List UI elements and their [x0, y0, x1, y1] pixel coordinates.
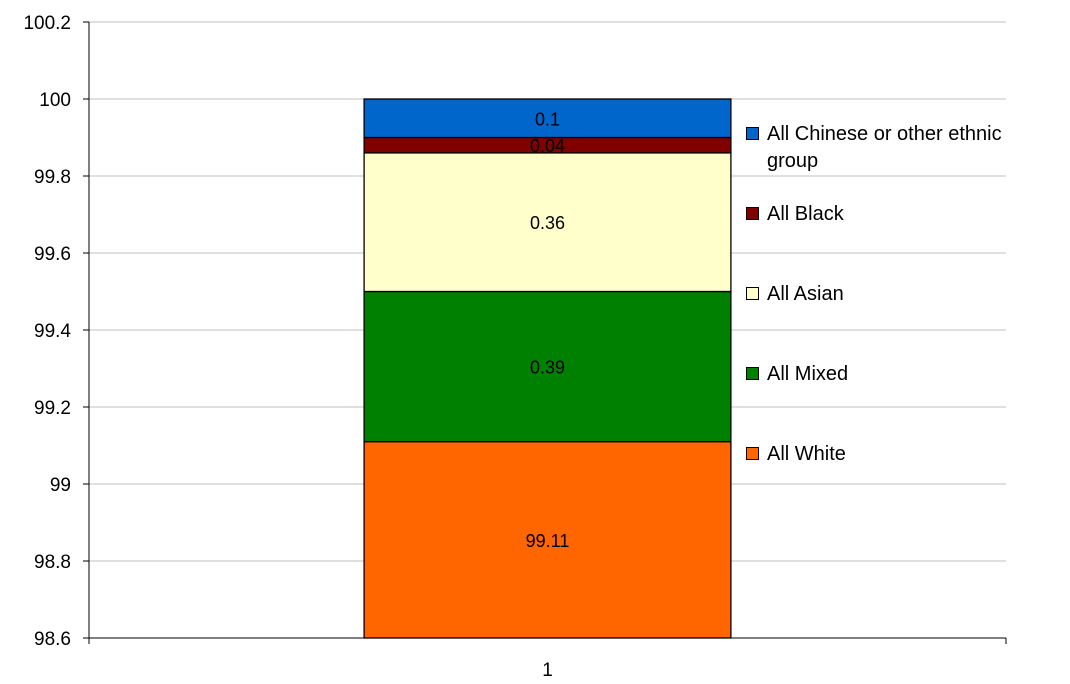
y-tick-labels: 98.6 98.8 99 99.2 99.4 99.6 99.8 100 100.2 [23, 13, 71, 650]
legend-item: All White [746, 441, 1057, 468]
legend-swatch [746, 367, 759, 380]
legend-swatch [746, 207, 759, 220]
data-labels: 99.11 0.39 0.36 0.04 0.1 [526, 109, 570, 551]
bar-segment-all-chinese-or-other-ethnic-group [363, 98, 732, 139]
y-tick-label: 99.8 [34, 167, 71, 188]
legend-label: All Chinese or other ethnic group [767, 123, 1002, 172]
y-tick-label: 99.6 [34, 244, 71, 265]
legend-item: All Chinese or other ethnic group [746, 121, 1057, 175]
data-label: 0.04 [530, 136, 565, 156]
data-label: 0.1 [535, 109, 560, 129]
x-tick-label: 1 [542, 660, 553, 681]
bar-segment-all-white [363, 440, 732, 639]
y-tick-label: 100 [39, 90, 71, 111]
bars [363, 98, 732, 639]
legend-label: All White [767, 443, 846, 465]
legend-item: All Asian [746, 281, 1057, 308]
legend-item: All Black [746, 201, 1057, 228]
y-tick-label: 99.2 [34, 398, 71, 419]
bar-segment-all-asian [363, 152, 732, 293]
axes [83, 21, 1007, 644]
legend-label: All Black [767, 203, 844, 225]
legend-swatch [746, 127, 759, 140]
legend: All Chinese or other ethnic group All Bla… [746, 121, 1066, 481]
y-tick-label: 98.8 [34, 552, 71, 573]
y-tick-label: 98.6 [34, 629, 71, 650]
y-tick-label: 99.4 [34, 321, 71, 342]
legend-label: All Asian [767, 283, 844, 305]
y-tick-label: 99 [50, 475, 71, 496]
data-label: 99.11 [526, 531, 570, 551]
legend-swatch [746, 287, 759, 300]
legend-item: All Mixed [746, 361, 1057, 388]
x-tick-labels: 1 [542, 660, 553, 681]
data-label: 0.36 [530, 213, 565, 233]
legend-label: All Mixed [767, 363, 849, 385]
bar-segment-all-mixed [363, 290, 732, 443]
data-label: 0.39 [530, 358, 565, 378]
y-tick-label: 100.2 [23, 13, 71, 34]
legend-swatch [746, 447, 759, 460]
